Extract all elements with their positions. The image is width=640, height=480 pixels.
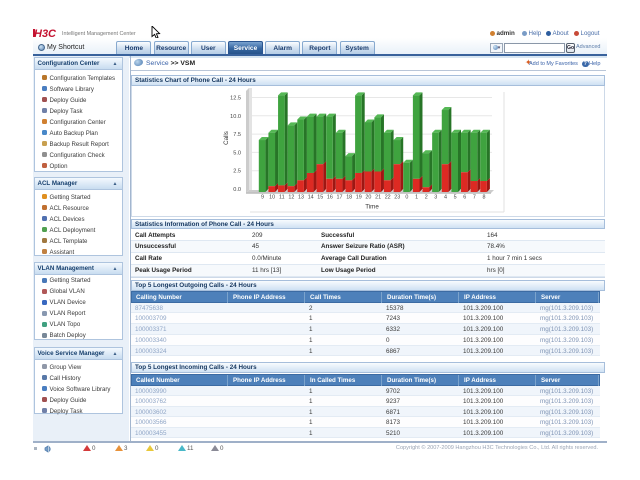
svg-text:Time: Time (365, 204, 379, 211)
svg-text:12: 12 (288, 194, 294, 200)
svg-text:17: 17 (337, 194, 343, 200)
svg-text:18: 18 (346, 194, 352, 200)
svg-text:7: 7 (473, 194, 476, 200)
svg-text:22: 22 (385, 194, 391, 200)
svg-text:Calls: Calls (223, 131, 230, 145)
svg-text:19: 19 (356, 194, 362, 200)
svg-text:5: 5 (454, 194, 457, 200)
svg-text:5.0: 5.0 (233, 150, 241, 156)
svg-text:21: 21 (375, 194, 381, 200)
svg-text:9: 9 (261, 194, 264, 200)
svg-text:13: 13 (298, 194, 304, 200)
svg-text:0.0: 0.0 (233, 187, 241, 193)
svg-text:6: 6 (463, 194, 466, 200)
svg-text:10.0: 10.0 (230, 114, 241, 120)
svg-text:16: 16 (327, 194, 333, 200)
svg-text:10: 10 (269, 194, 275, 200)
svg-text:3: 3 (434, 194, 437, 200)
svg-text:2: 2 (425, 194, 428, 200)
svg-text:23: 23 (394, 194, 400, 200)
svg-text:14: 14 (308, 194, 314, 200)
svg-text:4: 4 (444, 194, 447, 200)
svg-text:15: 15 (317, 194, 323, 200)
svg-text:7.5: 7.5 (233, 132, 241, 138)
svg-text:1: 1 (415, 194, 418, 200)
svg-text:2.5: 2.5 (233, 169, 241, 175)
svg-text:8: 8 (483, 194, 486, 200)
svg-text:20: 20 (365, 194, 371, 200)
svg-text:12.5: 12.5 (230, 96, 241, 102)
svg-text:11: 11 (279, 194, 285, 200)
svg-text:0: 0 (405, 194, 408, 200)
